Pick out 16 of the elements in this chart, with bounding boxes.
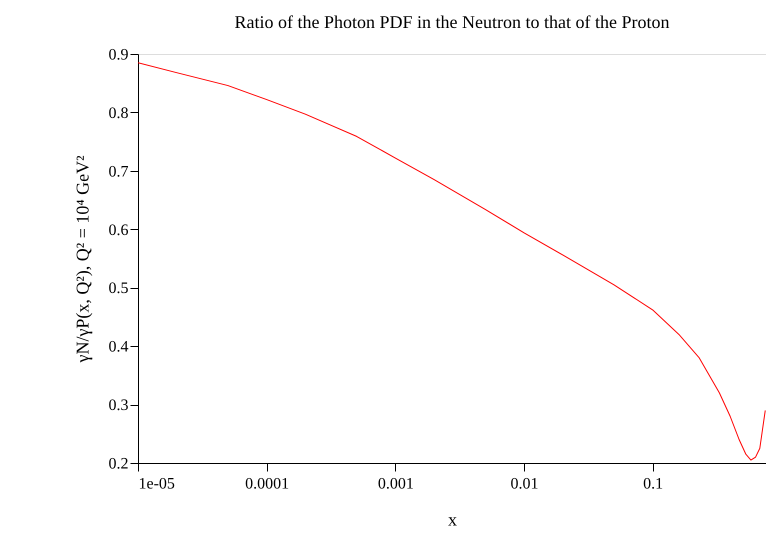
x-tick-label: 0.001 — [378, 476, 414, 492]
y-tick-label: 0.5 — [108, 280, 128, 298]
chart-title: Ratio of the Photon PDF in the Neutron to that of the Proton — [234, 12, 670, 32]
x-tick-label: 1e-05 — [138, 476, 175, 492]
y-tick-label: 0.8 — [108, 104, 128, 122]
x-tick-label: 0.01 — [510, 476, 538, 492]
x-tick-label: 0.1 — [643, 476, 664, 492]
y-tick-label: 0.2 — [108, 456, 128, 472]
x-axis-title: x — [448, 510, 457, 530]
y-tick-label: 0.7 — [108, 163, 128, 180]
y-tick-label: 0.4 — [108, 338, 128, 356]
y-axis-title: γN/γP(x, Q²), Q² = 10⁴ GeV² — [72, 155, 92, 364]
y-tick-label: 0.3 — [108, 397, 128, 414]
y-tick-label: 0.6 — [108, 222, 128, 239]
y-tick-label: 0.9 — [108, 46, 128, 64]
x-tick-label: 0.0001 — [245, 476, 290, 492]
